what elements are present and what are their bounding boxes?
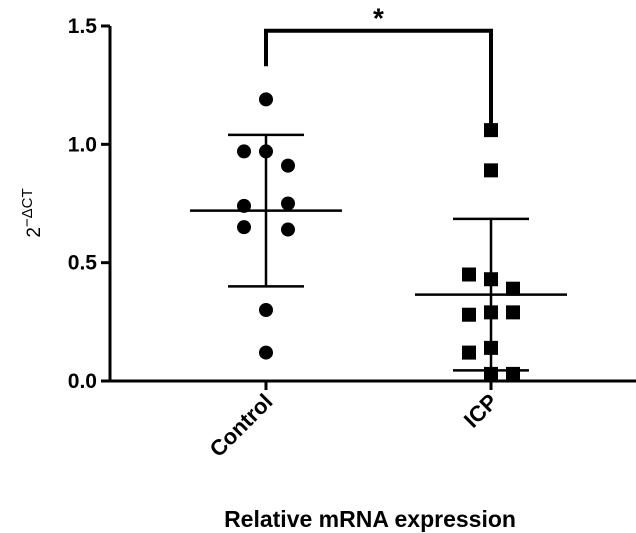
y-axis-title-base: 2 (24, 227, 45, 238)
data-point (484, 123, 498, 138)
data-point (484, 272, 498, 287)
y-axis-title: 2−ΔCT (19, 188, 45, 237)
data-point (259, 345, 273, 360)
chart-marks: * (190, 3, 567, 381)
y-axis-title-exponent: −ΔCT (19, 188, 36, 227)
x-axis: Control ICP (108, 379, 636, 462)
data-point (281, 196, 295, 211)
series-icp (415, 123, 567, 381)
data-point (462, 267, 476, 282)
data-point (237, 220, 251, 235)
data-point (506, 305, 520, 320)
y-tick-label: 0.5 (68, 252, 98, 275)
data-point (484, 340, 498, 355)
data-point (484, 305, 498, 320)
data-point (462, 345, 476, 360)
y-tick-label: 1.5 (68, 15, 98, 38)
y-tick-label: 1.0 (68, 133, 97, 156)
x-tick-label: ICP (459, 389, 503, 433)
significance-bracket (264, 28, 493, 124)
data-point (484, 163, 498, 178)
data-point (259, 144, 273, 159)
data-point (259, 92, 273, 107)
series-control (190, 92, 342, 360)
data-point (281, 222, 295, 237)
y-tick-label: 0.0 (68, 370, 97, 393)
y-axis: 0.0 0.5 1.0 1.5 (68, 15, 112, 393)
data-point (462, 307, 476, 322)
data-point (281, 158, 295, 173)
data-point (259, 303, 273, 317)
significance-label: * (373, 3, 384, 34)
data-point (237, 144, 251, 159)
data-point (506, 366, 520, 381)
data-point (484, 366, 498, 381)
x-tick-label: Control (205, 389, 278, 462)
data-point (237, 198, 251, 213)
data-point (506, 281, 520, 296)
x-axis-title: Relative mRNA expression (224, 506, 516, 532)
